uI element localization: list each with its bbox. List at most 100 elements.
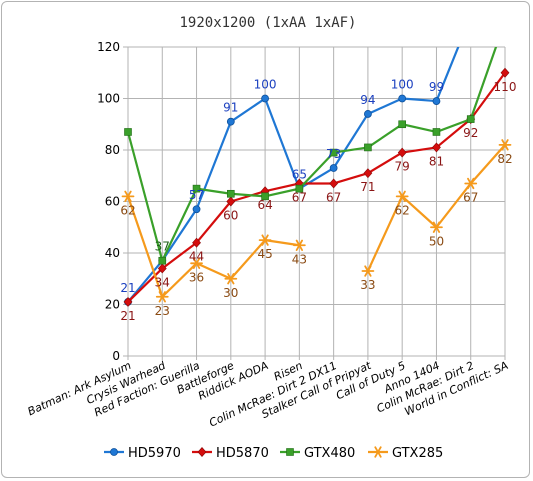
hd5870-line [127, 72, 506, 303]
gtx285-data-label: 50 [429, 234, 444, 248]
hd5970-data-label: 21 [120, 281, 135, 295]
hd5970-point [398, 94, 407, 103]
hd5970-data-label: 91 [223, 101, 238, 115]
hd5970-point [432, 97, 441, 105]
gtx480-line [126, 47, 498, 262]
hd5870-point [432, 142, 441, 153]
gtx480-point [158, 256, 167, 265]
gtx285-point [121, 190, 135, 203]
gtx285-data-label: 36 [189, 270, 204, 284]
gtx480-point [192, 184, 201, 193]
gtx285-point [430, 221, 443, 233]
legend-marker [110, 448, 118, 456]
gtx285-point [155, 291, 169, 303]
gtx285-data-label: 23 [155, 304, 170, 318]
gtx480-point [466, 115, 475, 123]
series-lines [121, 47, 512, 307]
hd5870-point [329, 178, 339, 189]
hd5970-data-label: 65 [292, 168, 307, 182]
gtx285-point [258, 234, 272, 246]
series-gtx285 [121, 139, 512, 303]
legend-marker [286, 448, 294, 456]
gtx480-point [364, 143, 372, 152]
legend: HD5970 HD5870 GTX480 GTX285 [104, 446, 443, 461]
gtx285-data-label: 45 [257, 247, 272, 261]
hd5870-point [123, 296, 133, 307]
hd5870-data-label: 110 [494, 80, 517, 94]
y-tick-label: 0 [112, 349, 120, 363]
legend-label: HD5870 [216, 446, 269, 461]
hd5870-data-label: 21 [120, 309, 135, 323]
legend-label: HD5970 [128, 446, 181, 461]
hd5970-data-label: 99 [429, 80, 444, 94]
gtx285-point [361, 265, 375, 277]
gtx285-point [292, 239, 306, 251]
gtx480-point [432, 128, 441, 136]
y-tick-label: 40 [105, 246, 120, 260]
gtx285-point [498, 139, 512, 151]
gtx480-point [261, 192, 269, 201]
hd5870-point [157, 263, 167, 274]
hd5970-data-label: 100 [391, 78, 414, 92]
y-tick-label: 100 [97, 92, 120, 106]
hd5870-data-label: 79 [395, 160, 410, 174]
legend-item-hd5970: HD5970 [104, 446, 181, 461]
hd5870-data-label: 71 [360, 180, 375, 194]
hd5870-data-label: 67 [326, 190, 341, 204]
gtx480-point [227, 189, 235, 198]
hd5870-data-label: 67 [292, 190, 307, 204]
gtx285-data-label: 82 [497, 152, 512, 166]
legend-item-gtx285: GTX285 [368, 446, 443, 461]
hd5870-point [500, 67, 510, 78]
chart-title: 1920x1200 (1xAA 1xAF) [179, 15, 356, 31]
hd5970-data-label: 100 [254, 78, 277, 92]
hd5870-data-label: 44 [189, 250, 204, 264]
hd5870-point [397, 147, 407, 158]
hd5870-data-label: 81 [429, 154, 444, 168]
gtx480-point [398, 120, 406, 129]
legend-label: GTX480 [304, 446, 355, 461]
y-tick-label: 60 [105, 195, 120, 209]
hd5970-data-label: 57 [189, 188, 204, 202]
gtx285-point [464, 177, 478, 190]
hd5870-data-label: 34 [155, 275, 170, 289]
hd5870-point [192, 237, 201, 248]
gtx285-data-label: 62 [395, 203, 410, 217]
hd5970-point [329, 164, 338, 172]
gtx285-point [190, 257, 203, 269]
hd5870-point [363, 168, 373, 179]
gtx480-point [329, 148, 338, 157]
gtx480-point [295, 184, 304, 193]
hd5970-data-label: 73 [326, 147, 341, 161]
hd5870-data-label: 92 [463, 126, 478, 140]
gtx285-point [395, 190, 409, 203]
gtx285-data-label: 30 [223, 286, 238, 300]
legend-marker [197, 447, 207, 457]
y-tick-label: 80 [105, 143, 120, 157]
hd5870-point [226, 196, 236, 207]
gtx480-data-label: 37 [155, 240, 170, 254]
legend-label: GTX285 [392, 446, 443, 461]
hd5970-point [192, 205, 201, 214]
legend-item-hd5870: HD5870 [192, 446, 269, 461]
hd5870-data-label: 60 [223, 209, 238, 223]
y-tick-label: 20 [105, 298, 120, 312]
hd5970-point [226, 117, 235, 126]
hd5970-point [261, 94, 269, 103]
data-labels: 21 57 91 100 65 73 94 100 99 21 34 44 60 64 67 67 71 79 81… [120, 78, 516, 323]
series-gtx480 [124, 47, 498, 265]
gtx480-point [124, 128, 132, 136]
hd5970-point [364, 110, 372, 118]
legend-marker [371, 446, 385, 458]
hd5970-data-label: 94 [360, 93, 375, 107]
gtx285-data-label: 43 [292, 252, 307, 266]
grid [127, 46, 506, 357]
series-hd5870 [123, 67, 510, 307]
gtx285-data-label: 67 [463, 190, 478, 204]
gtx285-data-label: 62 [120, 203, 135, 217]
gtx285-data-label: 33 [360, 278, 375, 292]
y-tick-label: 120 [97, 40, 120, 54]
hd5870-data-label: 64 [257, 198, 272, 212]
legend-item-gtx480: GTX480 [280, 446, 355, 461]
